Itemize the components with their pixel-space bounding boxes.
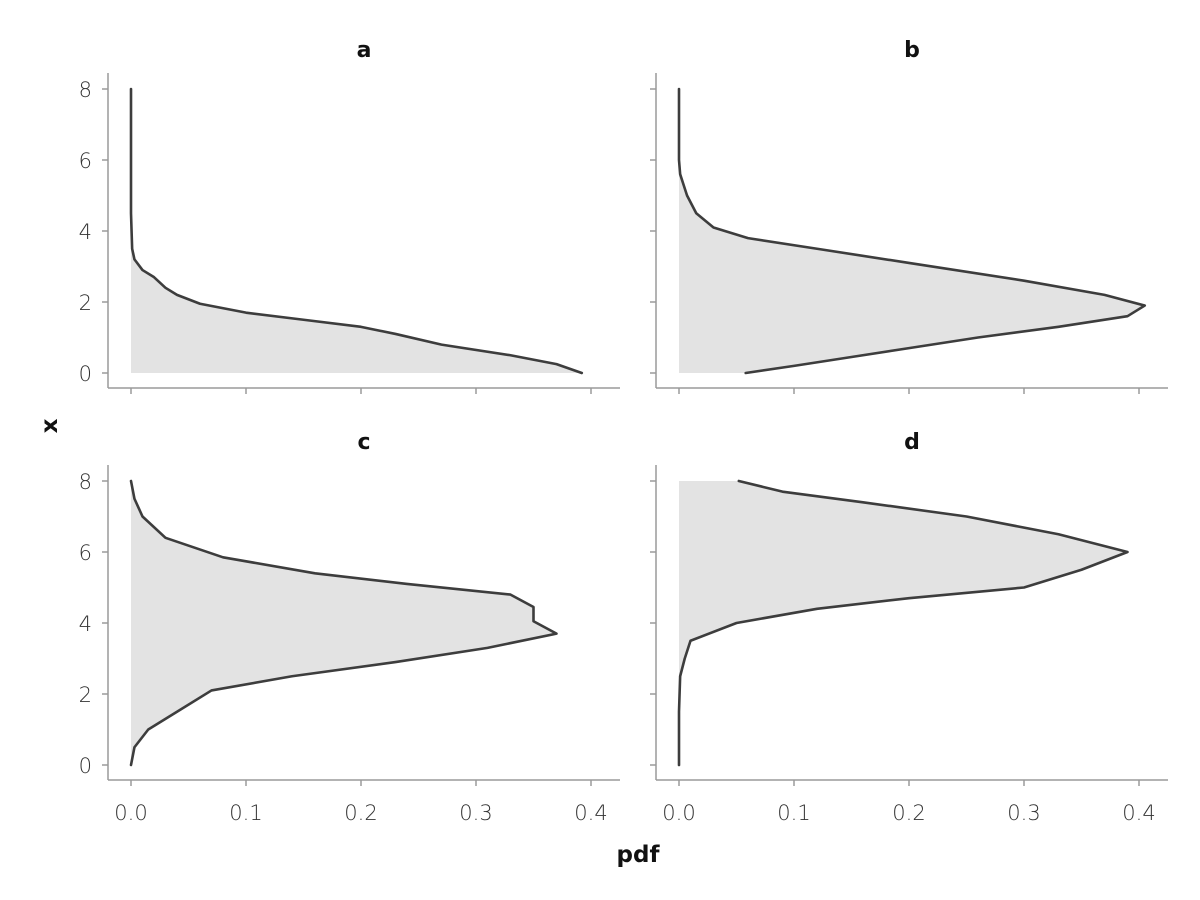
y-tick-label: 8 [79, 78, 92, 102]
x-tick-label: 0.3 [459, 801, 492, 825]
y-tick-label: 0 [79, 754, 92, 778]
density-line-b [677, 87, 1147, 375]
density-area-c [131, 481, 557, 765]
y-axis-title: x [37, 418, 63, 433]
x-tick-label: 0.0 [114, 801, 147, 825]
y-tick-label: 8 [79, 470, 92, 494]
density-line-a [129, 87, 584, 375]
density-area-a [131, 89, 582, 373]
density-line-c [129, 479, 558, 767]
y-tick-label: 4 [79, 612, 92, 636]
panel-a: a 0 2 4 6 8 [79, 38, 620, 394]
density-line-d [677, 479, 1129, 767]
x-tick-label: 0.0 [662, 801, 695, 825]
y-tick-label: 0 [79, 362, 92, 386]
panel-title-c: c [357, 430, 370, 455]
y-tick-label: 2 [79, 683, 92, 707]
y-tick-label: 6 [79, 541, 92, 565]
density-area-d [679, 481, 1128, 765]
panel-title-b: b [904, 38, 920, 63]
y-tick-label: 2 [79, 291, 92, 315]
x-tick-label: 0.2 [892, 801, 925, 825]
panel-title-d: d [904, 430, 920, 455]
panel-b: b [650, 38, 1168, 394]
x-tick-label: 0.4 [1122, 801, 1155, 825]
x-tick-label: 0.4 [574, 801, 607, 825]
x-tick-label: 0.2 [344, 801, 377, 825]
y-tick-label: 6 [79, 149, 92, 173]
panel-c: c 0 2 4 6 8 0.0 0.1 0.2 0.3 0.4 [79, 430, 620, 825]
x-axis-title: pdf [617, 842, 661, 868]
x-tick-label: 0.1 [777, 801, 810, 825]
panel-title-a: a [357, 38, 372, 63]
density-area-b [679, 89, 1145, 373]
x-tick-label: 0.3 [1007, 801, 1040, 825]
x-tick-label: 0.1 [229, 801, 262, 825]
y-tick-label: 4 [79, 220, 92, 244]
panel-d: d 0.0 0.1 0.2 0.3 0.4 [650, 430, 1168, 825]
